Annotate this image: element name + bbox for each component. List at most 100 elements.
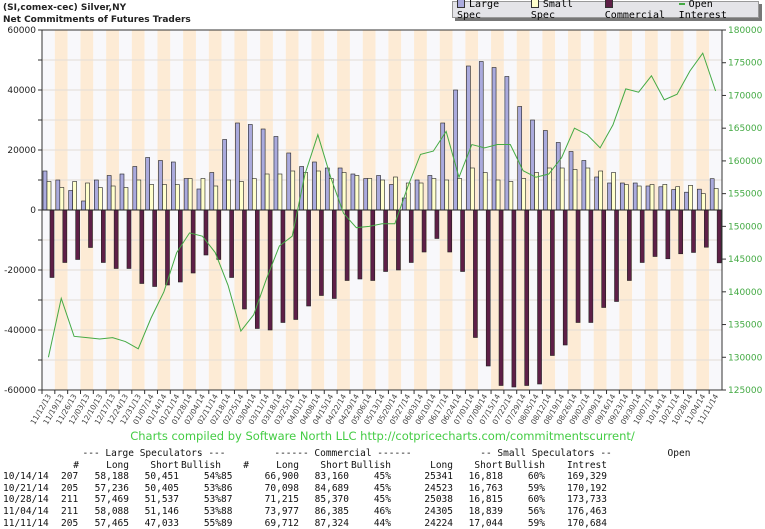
large-spec-bar xyxy=(235,122,240,211)
table-cell: 11/04/14 xyxy=(3,505,49,517)
large-spec-bar xyxy=(414,179,420,211)
small-spec-bar xyxy=(662,184,668,211)
table-cell: Short xyxy=(150,459,179,471)
table-cell: 59% xyxy=(527,482,545,494)
table-row: 10/28/14 211 57,469 51,537 53% 87 71,215 85,370… xyxy=(3,494,711,506)
table-cell: 45% xyxy=(373,471,391,483)
y2-tick-label: 145000 xyxy=(728,255,763,265)
large-spec-bar xyxy=(697,188,702,211)
small-spec-bar xyxy=(675,186,680,211)
commercial-bar xyxy=(408,209,414,263)
commercial-bar xyxy=(447,209,453,253)
large-spec-bar xyxy=(568,151,574,211)
large-spec-bar xyxy=(478,61,484,211)
table-cell: 17,044 xyxy=(468,517,503,529)
table-cell: 173,733 xyxy=(566,494,607,506)
large-spec-bar xyxy=(504,76,510,211)
small-spec-bar xyxy=(495,179,501,211)
small-spec-bar xyxy=(405,182,411,211)
large-spec-bar xyxy=(671,189,676,211)
large-spec-bar xyxy=(543,130,548,211)
commercial-bar xyxy=(511,209,517,388)
large-spec-bar xyxy=(247,124,253,211)
large-spec-bar xyxy=(42,170,48,211)
large-spec-bar xyxy=(119,173,125,211)
large-spec-bar xyxy=(645,185,651,211)
commercial-bar xyxy=(383,209,388,272)
large-spec-bar xyxy=(684,191,689,211)
small-spec-bar xyxy=(226,179,231,211)
commercial-bar xyxy=(49,209,55,278)
table-cell: 58,088 xyxy=(94,505,129,517)
table-cell: 50,451 xyxy=(144,471,179,483)
y2-tick-label: 155000 xyxy=(728,190,763,200)
credit-text: Charts compiled by Software North LLC ht… xyxy=(130,429,635,443)
group-header: ------ Commercial ------ xyxy=(274,448,412,459)
y2-tick-label: 135000 xyxy=(728,321,763,331)
small-spec-bar xyxy=(367,178,373,211)
commercial-bar xyxy=(704,209,709,248)
commercial-bar xyxy=(537,209,542,385)
small-spec-bar xyxy=(521,178,527,211)
legend: Large Spec Small Spec Commercial Open In… xyxy=(452,0,759,21)
commercial-bar xyxy=(216,209,222,260)
table-row: 10/21/14 205 57,236 50,405 53% 86 70,098 84,689… xyxy=(3,483,711,495)
table-cell: 87 xyxy=(221,494,233,506)
large-spec-bar xyxy=(530,119,535,211)
large-spec-bar xyxy=(389,184,394,211)
commercial-bar xyxy=(331,209,337,299)
small-spec-bar xyxy=(534,172,539,211)
table-cell: 25341 xyxy=(424,471,453,483)
large-spec-bar xyxy=(171,161,176,211)
large-spec-bar xyxy=(312,161,317,211)
table-row: 10/14/14 207 58,188 50,451 54% 85 66,900 83,160… xyxy=(3,471,711,483)
legend-open-interest: Open Interest xyxy=(678,0,727,21)
commercial-bar xyxy=(473,209,478,338)
title-line-2: Net Commitments of Futures Traders xyxy=(3,15,191,25)
commercial-bar xyxy=(229,209,234,278)
large-spec-bar xyxy=(607,182,612,211)
small-spec-bar xyxy=(136,179,142,211)
table-cell: 57,236 xyxy=(94,482,129,494)
commercial-bar xyxy=(101,209,106,263)
table-cell: 46% xyxy=(373,505,391,517)
small-spec-bar xyxy=(611,172,616,211)
large-spec-bar xyxy=(183,178,189,211)
small-spec-bar xyxy=(431,178,437,211)
table-cell: 16,815 xyxy=(468,494,503,506)
small-spec-bar xyxy=(636,185,642,211)
commercial-bar xyxy=(280,209,286,323)
commercial-bar xyxy=(601,209,606,308)
legend-small-spec: Small Spec xyxy=(530,0,573,21)
table-cell: 47,033 xyxy=(144,517,179,529)
large-spec-bar xyxy=(106,175,112,211)
table-cell: 44% xyxy=(373,517,391,529)
commercial-bar xyxy=(639,209,645,263)
group-header: Open xyxy=(667,448,691,459)
table-cell: 87,324 xyxy=(314,517,349,529)
y2-tick-label: 160000 xyxy=(728,157,763,167)
table-group-header: --- Large Speculators --- ------ Commerci… xyxy=(3,448,711,460)
cot-chart: -60000 -40000 -20000 0 20000 40000 60000 125000… xyxy=(4,26,763,426)
small-spec-bar xyxy=(239,181,244,211)
commercial-bar xyxy=(460,209,465,272)
open-interest-line xyxy=(47,52,717,358)
table-cell: 10/21/14 xyxy=(3,482,49,494)
table-cell: 10/28/14 xyxy=(3,494,49,506)
table-cell: 84,689 xyxy=(314,482,349,494)
commercial-bar xyxy=(575,209,581,323)
large-spec-bar xyxy=(453,89,458,211)
table-cell: 50,405 xyxy=(144,482,179,494)
commercial-bar xyxy=(524,209,530,386)
table-cell: 18,839 xyxy=(468,505,503,517)
small-spec-bar xyxy=(162,184,167,211)
commercial-bar xyxy=(152,209,157,287)
large-spec-bar xyxy=(94,179,99,211)
large-spec-bar xyxy=(376,175,381,211)
small-spec-bar xyxy=(187,178,193,211)
small-spec-bar xyxy=(585,167,591,211)
table-cell: 69,712 xyxy=(264,517,299,529)
data-table: --- Large Speculators --- ------ Commerci… xyxy=(3,448,711,529)
large-spec-bar xyxy=(709,178,715,211)
legend-large-spec: Large Spec xyxy=(457,0,500,21)
